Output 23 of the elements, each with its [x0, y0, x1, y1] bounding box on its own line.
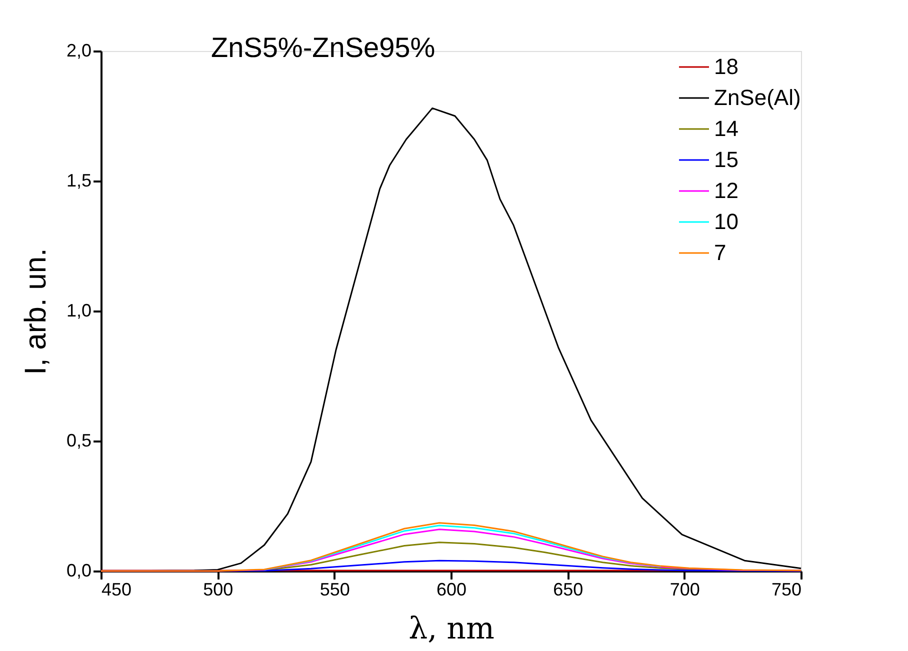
x-tick-label: 700	[670, 580, 700, 600]
x-tick-label: 750	[771, 580, 802, 600]
chart-title: ZnS5%-ZnSe95%	[211, 32, 436, 63]
y-tick-label: 1,5	[66, 170, 92, 190]
y-tick-label: 1,0	[66, 300, 92, 320]
y-tick-label: 0,0	[66, 560, 92, 580]
x-tick-label: 450	[102, 580, 132, 600]
legend-label: 18	[714, 54, 738, 79]
y-tick-label: 0,5	[66, 430, 92, 450]
x-tick-label: 500	[203, 580, 234, 600]
legend-label: 12	[714, 178, 738, 203]
line-series	[264, 524, 662, 570]
y-axis-title: I, arb. un.	[19, 248, 52, 375]
legend-label: 10	[714, 209, 738, 234]
legend-label: 14	[714, 116, 738, 141]
x-tick-label: 600	[436, 580, 467, 600]
x-tick-label: 650	[553, 580, 584, 600]
legend-label: 15	[714, 147, 738, 172]
legend-label: 7	[714, 240, 726, 265]
y-tick-label: 2,0	[66, 40, 92, 60]
x-axis-title: λ, nm	[408, 612, 494, 646]
legend-label: ZnSe(Al)	[714, 85, 801, 110]
x-tick-label: 550	[320, 580, 350, 600]
